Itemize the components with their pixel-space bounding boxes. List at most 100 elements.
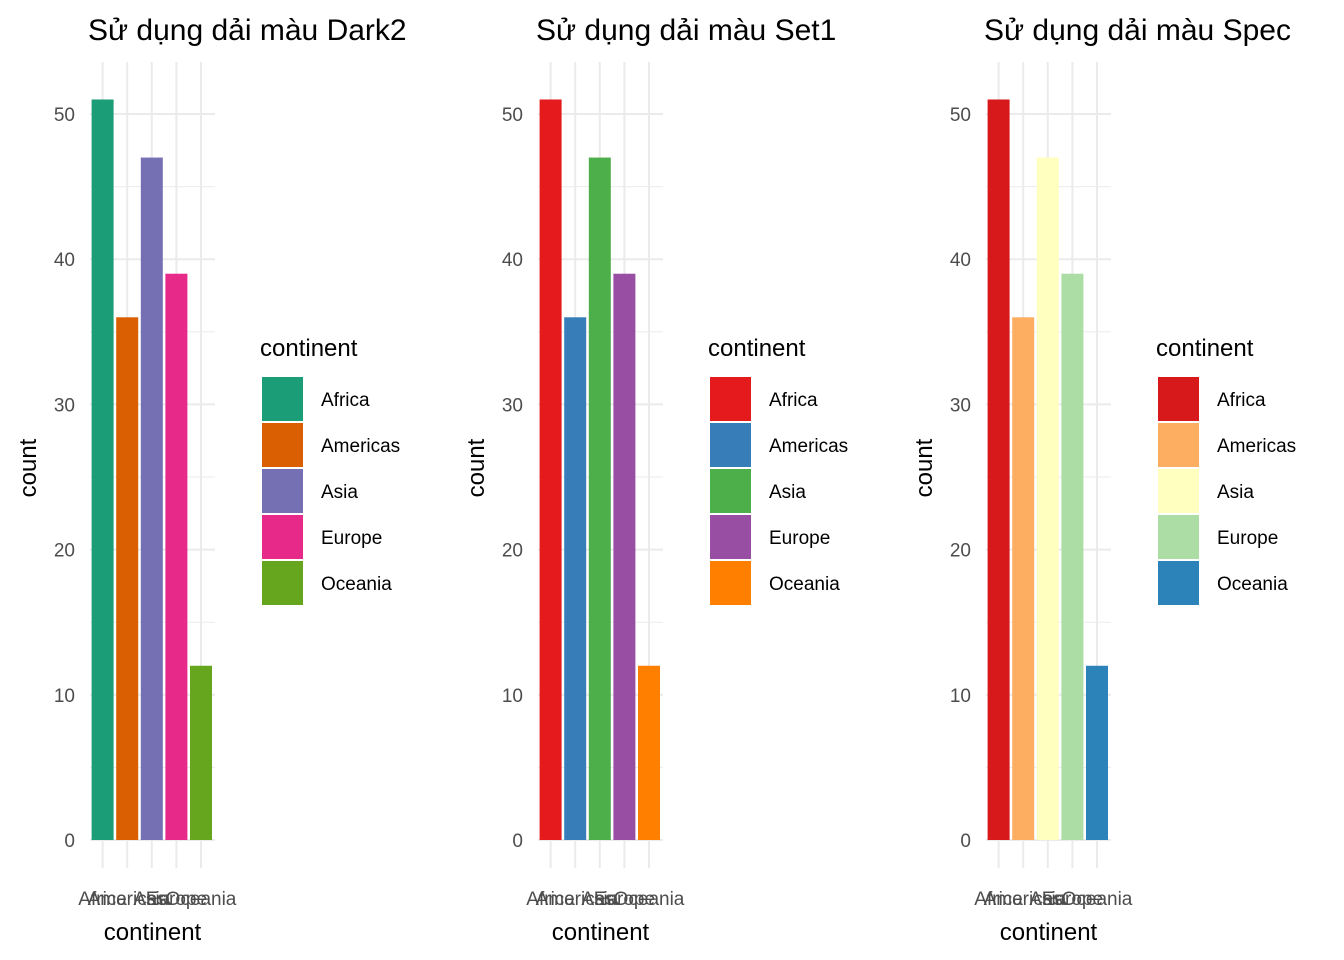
bar-europe bbox=[613, 273, 636, 841]
legend-key-oceania bbox=[262, 561, 303, 605]
legend-key-asia bbox=[710, 469, 751, 513]
legend-key-africa bbox=[1158, 377, 1199, 421]
y-tick-labels: 0 10 20 30 40 50 bbox=[54, 105, 75, 852]
y-tick-label: 40 bbox=[950, 250, 971, 271]
bar-europe bbox=[1061, 273, 1084, 841]
legend-label: Africa bbox=[321, 390, 370, 411]
legend-key-oceania bbox=[710, 561, 751, 605]
legend-key-europe bbox=[710, 515, 751, 559]
legend-title: continent bbox=[1156, 335, 1254, 362]
bars bbox=[539, 99, 660, 841]
legend-label: Africa bbox=[1217, 390, 1266, 411]
legend-label: Americas bbox=[769, 436, 848, 457]
x-axis-title: continent bbox=[1000, 919, 1098, 946]
bar-oceania bbox=[1086, 665, 1108, 840]
chart-title: Sử dụng dải màu Dark2 bbox=[88, 14, 407, 47]
bar-africa bbox=[91, 99, 114, 841]
x-tick-label: Oceania bbox=[614, 889, 685, 910]
y-tick-label: 10 bbox=[502, 686, 523, 707]
legend-label: Oceania bbox=[321, 574, 392, 595]
y-tick-label: 10 bbox=[950, 686, 971, 707]
legend-label: Europe bbox=[1217, 528, 1278, 549]
y-tick-label: 20 bbox=[54, 541, 75, 562]
x-tick-label: Asia bbox=[581, 889, 618, 910]
legend-label: Africa bbox=[769, 390, 818, 411]
legend-key-africa bbox=[710, 377, 751, 421]
chart-panel-2: 01020304050AfricaAmericasAsiaEuropeOcean… bbox=[463, 14, 848, 946]
chart-panel-1: 01020304050AfricaAmericasAsiaEuropeOcean… bbox=[15, 14, 407, 946]
bar-africa bbox=[539, 99, 562, 841]
chart-panel-3: 01020304050AfricaAmericasAsiaEuropeOcean… bbox=[911, 14, 1296, 946]
legend-label: Oceania bbox=[1217, 574, 1288, 595]
x-tick-label: Africa bbox=[526, 889, 575, 910]
bar-asia bbox=[588, 157, 611, 840]
legend-label: Americas bbox=[1217, 436, 1296, 457]
bars bbox=[987, 99, 1108, 841]
y-tick-labels: 0 10 20 30 40 50 bbox=[502, 105, 523, 852]
y-tick-labels: 0 10 20 30 40 50 bbox=[950, 105, 971, 852]
x-tick-label: Europe bbox=[1042, 889, 1103, 910]
y-tick-label: 20 bbox=[950, 541, 971, 562]
y-tick-label: 30 bbox=[54, 395, 75, 416]
bar-oceania bbox=[638, 665, 660, 840]
legend-key-asia bbox=[262, 469, 303, 513]
x-tick-label: Europe bbox=[594, 889, 655, 910]
bars bbox=[91, 99, 212, 841]
x-tick-label: Oceania bbox=[1062, 889, 1133, 910]
x-tick-label: Americas bbox=[536, 889, 615, 910]
legend-key-europe bbox=[262, 515, 303, 559]
legend-key-asia bbox=[1158, 469, 1199, 513]
legend-key-americas bbox=[710, 423, 751, 467]
x-axis-title: continent bbox=[104, 919, 202, 946]
x-tick-label: Europe bbox=[146, 889, 207, 910]
chart-title: Sử dụng dải màu Spec bbox=[984, 14, 1291, 47]
bar-oceania bbox=[190, 665, 212, 840]
legend-key-oceania bbox=[1158, 561, 1199, 605]
x-tick-label: Africa bbox=[78, 889, 127, 910]
legend-label: Asia bbox=[321, 482, 358, 503]
y-tick-label: 40 bbox=[54, 250, 75, 271]
bar-americas bbox=[564, 317, 587, 840]
legend-key-americas bbox=[262, 423, 303, 467]
y-tick-label: 50 bbox=[950, 105, 971, 126]
legend: continent Africa Americas Asia Europe Oceania bbox=[708, 335, 848, 605]
y-tick-label: 40 bbox=[502, 250, 523, 271]
legend-label: Americas bbox=[321, 436, 400, 457]
legend-label: Europe bbox=[769, 528, 830, 549]
x-tick-label: Asia bbox=[133, 889, 170, 910]
chart-title: Sử dụng dải màu Set1 bbox=[536, 14, 836, 47]
x-tick-label: Africa bbox=[974, 889, 1023, 910]
legend-label: Europe bbox=[321, 528, 382, 549]
legend: continent Africa Americas Asia Europe Oceania bbox=[1156, 335, 1296, 605]
y-tick-label: 0 bbox=[960, 831, 971, 852]
legend-title: continent bbox=[260, 335, 358, 362]
y-axis-title: count bbox=[463, 438, 490, 497]
bar-europe bbox=[165, 273, 188, 841]
legend-key-europe bbox=[1158, 515, 1199, 559]
y-axis-title: count bbox=[911, 438, 938, 497]
legend-label: Oceania bbox=[769, 574, 840, 595]
legend-key-americas bbox=[1158, 423, 1199, 467]
legend-title: continent bbox=[708, 335, 806, 362]
legend-key-africa bbox=[262, 377, 303, 421]
y-axis-title: count bbox=[15, 438, 42, 497]
y-tick-label: 50 bbox=[54, 105, 75, 126]
x-tick-label: Americas bbox=[984, 889, 1063, 910]
y-tick-label: 20 bbox=[502, 541, 523, 562]
x-tick-label: Oceania bbox=[166, 889, 237, 910]
y-tick-label: 0 bbox=[512, 831, 523, 852]
bar-africa bbox=[987, 99, 1010, 841]
bar-asia bbox=[1036, 157, 1059, 840]
x-tick-label: Asia bbox=[1029, 889, 1066, 910]
y-tick-label: 50 bbox=[502, 105, 523, 126]
x-axis-title: continent bbox=[552, 919, 650, 946]
y-tick-label: 0 bbox=[64, 831, 75, 852]
legend-label: Asia bbox=[1217, 482, 1254, 503]
legend: continent Africa Americas Asia Europe Oceania bbox=[260, 335, 400, 605]
y-tick-label: 30 bbox=[502, 395, 523, 416]
